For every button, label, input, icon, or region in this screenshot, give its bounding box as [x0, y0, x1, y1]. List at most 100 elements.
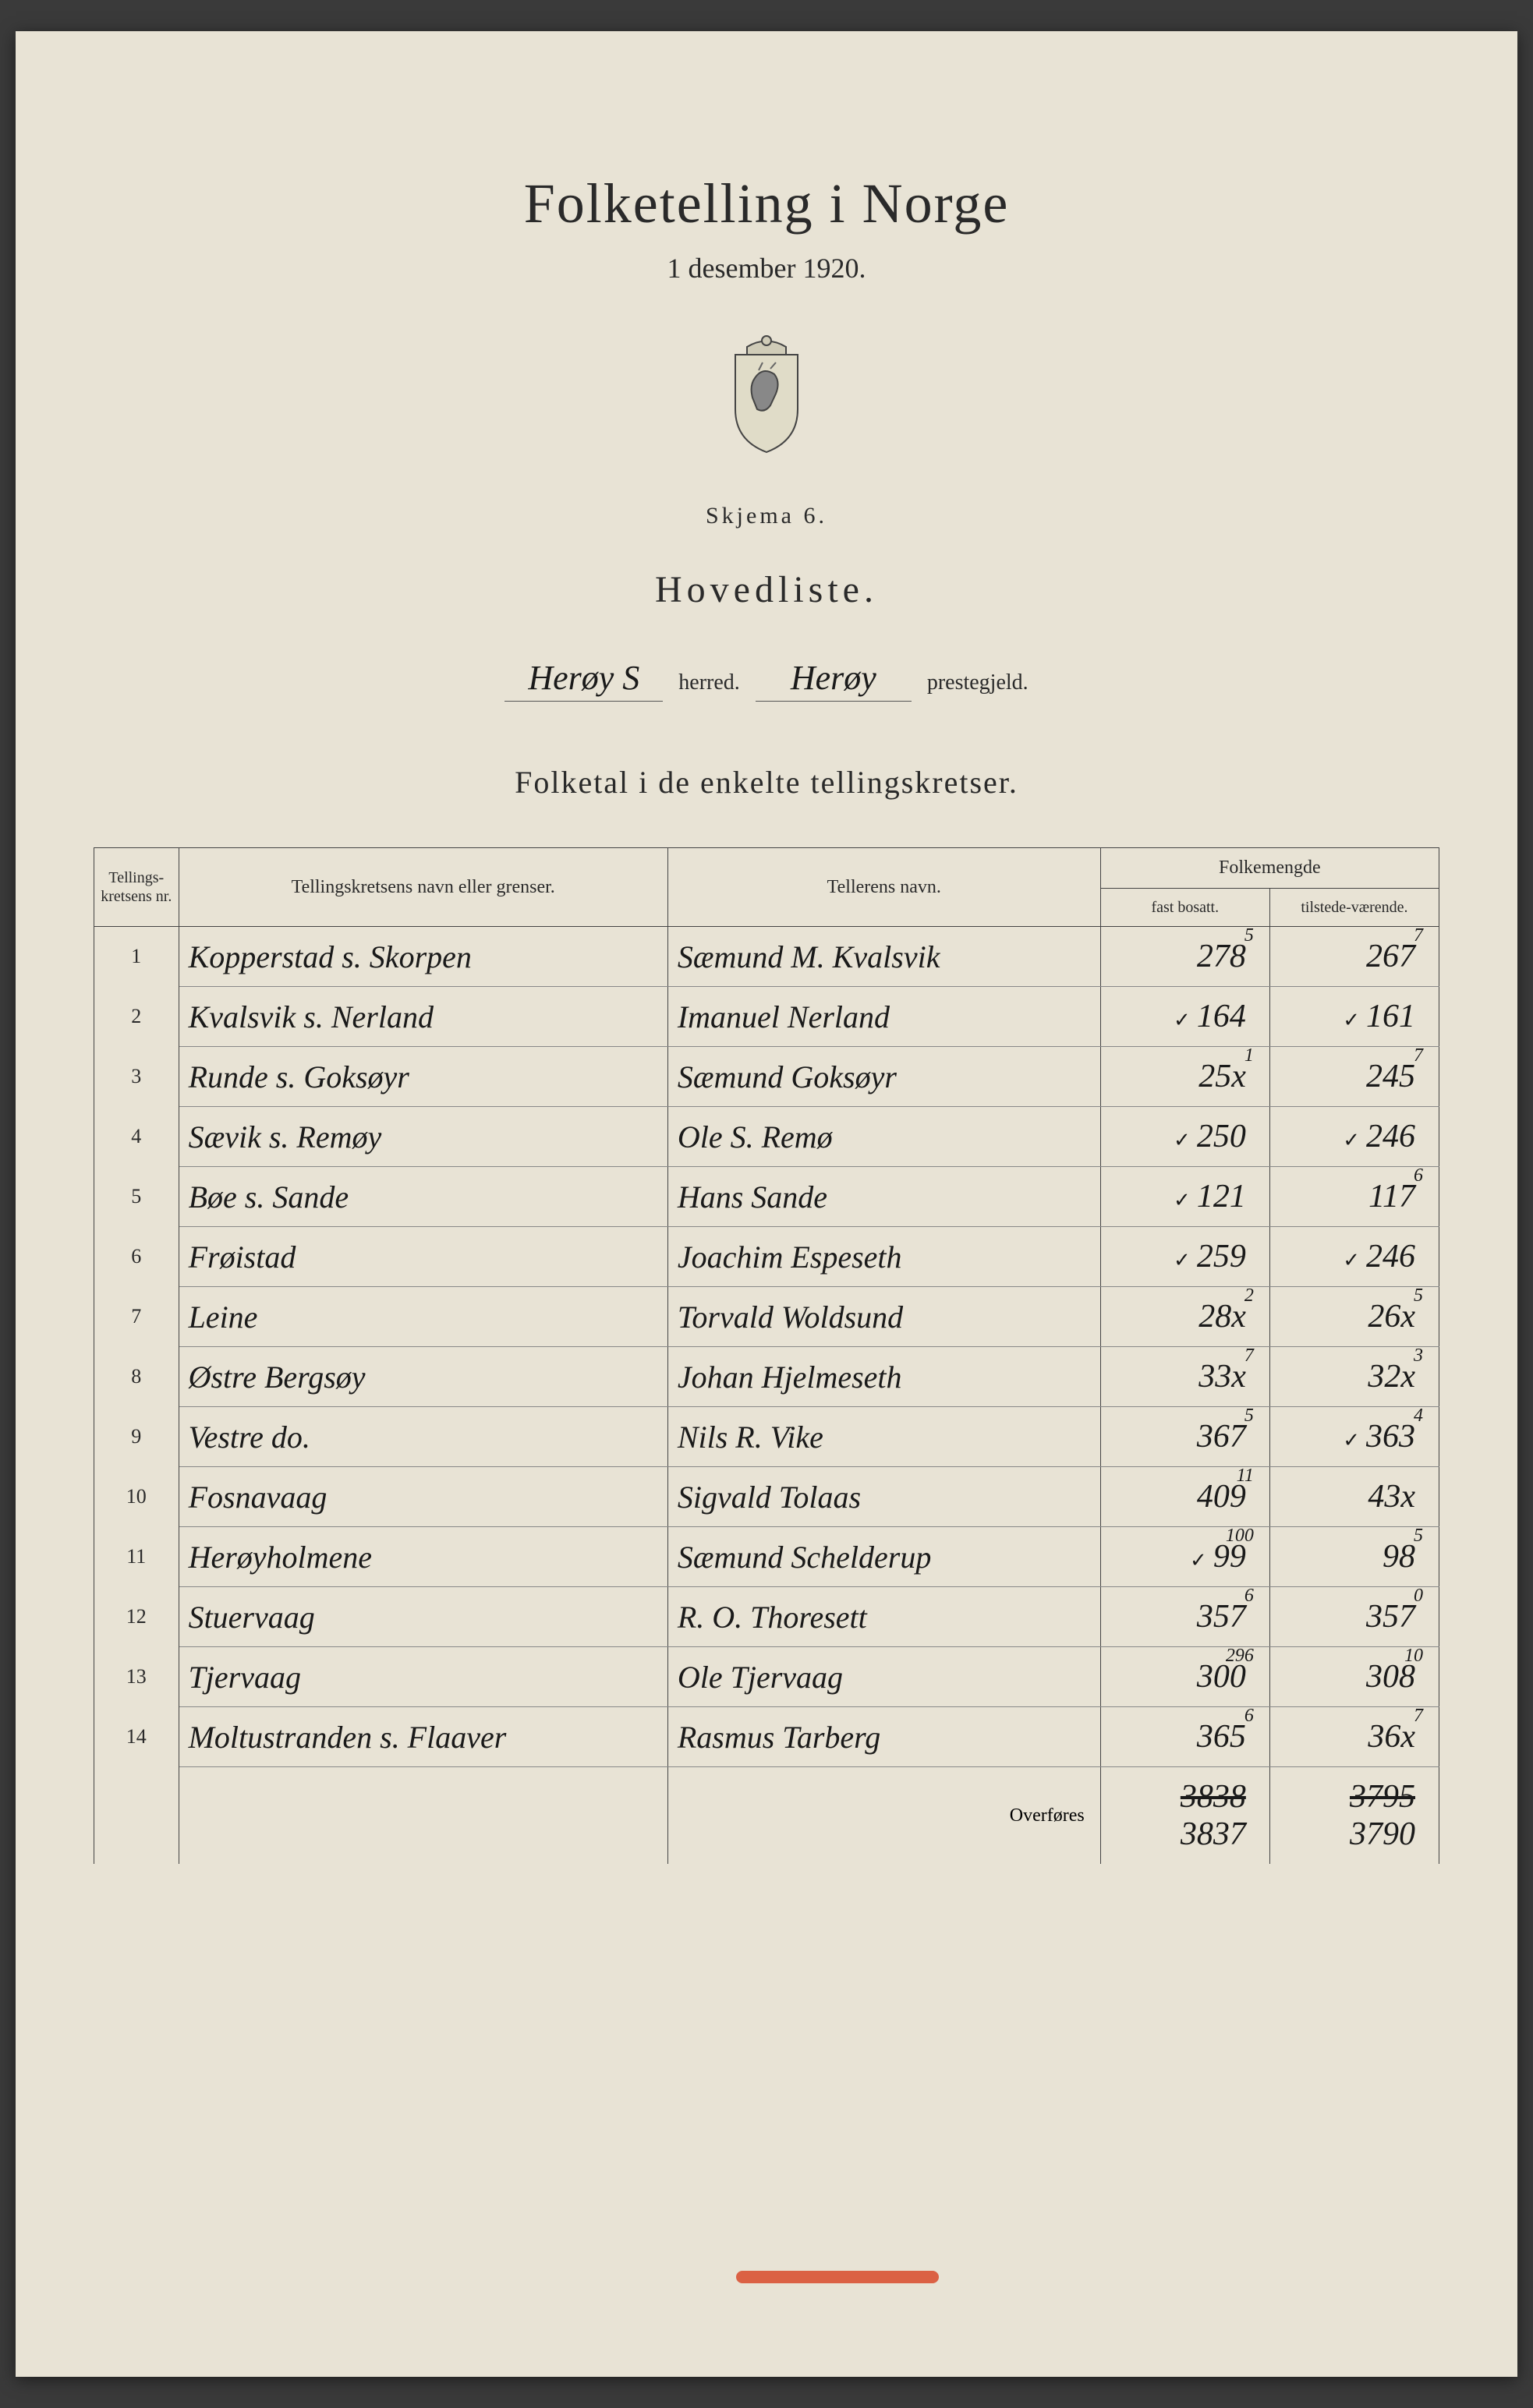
row-teller: R. O. Thoresett [667, 1587, 1100, 1647]
document-page: Folketelling i Norge 1 desember 1920. Sk… [16, 31, 1517, 2377]
schema-label: Skjema 6. [94, 503, 1439, 529]
row-nr: 7 [94, 1287, 179, 1347]
row-tilstede: 246 [1269, 1107, 1439, 1167]
correction: 5 [1244, 1406, 1254, 1427]
row-teller: Sæmund M. Kvalsvik [667, 927, 1100, 987]
row-bosatt: 3656 [1100, 1707, 1269, 1767]
row-bosatt: 3675 [1100, 1407, 1269, 1467]
row-bosatt: 33x7 [1100, 1347, 1269, 1407]
table-header: Tellings-kretsens nr. Tellingskretsens n… [94, 848, 1439, 927]
row-teller: Imanuel Nerland [667, 987, 1100, 1047]
row-nr: 6 [94, 1227, 179, 1287]
row-krets: Moltustranden s. Flaaver [179, 1707, 667, 1767]
table-row: 6FrøistadJoachim Espeseth259246 [94, 1227, 1439, 1287]
row-teller: Ole S. Remø [667, 1107, 1100, 1167]
location-line: Herøy S herred. Herøy prestegjeld. [94, 658, 1439, 702]
row-tilstede: 43x [1269, 1467, 1439, 1527]
correction: 7 [1244, 1345, 1254, 1367]
row-teller: Sigvald Tolaas [667, 1467, 1100, 1527]
row-nr: 11 [94, 1527, 179, 1587]
row-krets: Østre Bergsøy [179, 1347, 667, 1407]
row-nr: 8 [94, 1347, 179, 1407]
row-bosatt: 300296 [1100, 1647, 1269, 1707]
correction: 0 [1414, 1586, 1423, 1607]
table-row: 5Bøe s. SandeHans Sande1211176 [94, 1167, 1439, 1227]
correction: 4 [1414, 1406, 1423, 1427]
row-teller: Torvald Woldsund [667, 1287, 1100, 1347]
row-tilstede: 36x7 [1269, 1707, 1439, 1767]
row-bosatt: 99100 [1100, 1527, 1269, 1587]
row-krets: Runde s. Goksøyr [179, 1047, 667, 1107]
overfores-label: Overføres [667, 1767, 1100, 1865]
row-teller: Johan Hjelmeseth [667, 1347, 1100, 1407]
table-row: 14Moltustranden s. FlaaverRasmus Tarberg… [94, 1707, 1439, 1767]
row-tilstede: 246 [1269, 1227, 1439, 1287]
table-title: Folketal i de enkelte tellingskretser. [94, 764, 1439, 801]
correction: 6 [1414, 1165, 1423, 1186]
row-teller: Hans Sande [667, 1167, 1100, 1227]
row-krets: Vestre do. [179, 1407, 667, 1467]
correction: 5 [1414, 1526, 1423, 1547]
table-row: 1Kopperstad s. SkorpenSæmund M. Kvalsvik… [94, 927, 1439, 987]
col-nr: Tellings-kretsens nr. [94, 848, 179, 927]
prestegjeld-value: Herøy [756, 658, 912, 702]
correction: 5 [1414, 1285, 1423, 1307]
row-bosatt: 25x1 [1100, 1047, 1269, 1107]
row-krets: Leine [179, 1287, 667, 1347]
total-tilstede: 3795 3790 [1269, 1767, 1439, 1865]
col-teller: Tellerens navn. [667, 848, 1100, 927]
correction: 296 [1226, 1646, 1254, 1667]
census-table: Tellings-kretsens nr. Tellingskretsens n… [94, 847, 1439, 1864]
row-tilstede: 32x3 [1269, 1347, 1439, 1407]
herred-label: herred. [678, 670, 740, 695]
total-bosatt: 3838 3837 [1100, 1767, 1269, 1865]
row-krets: Kvalsvik s. Nerland [179, 987, 667, 1047]
correction: 5 [1244, 925, 1254, 946]
table-row: 9Vestre do.Nils R. Vike36753634 [94, 1407, 1439, 1467]
correction: 1 [1244, 1045, 1254, 1066]
table-row: 12StuervaagR. O. Thoresett35763570 [94, 1587, 1439, 1647]
row-nr: 14 [94, 1707, 179, 1767]
table-row: 8Østre BergsøyJohan Hjelmeseth33x732x3 [94, 1347, 1439, 1407]
row-tilstede: 1176 [1269, 1167, 1439, 1227]
table-row: 13TjervaagOle Tjervaag30029630810 [94, 1647, 1439, 1707]
row-tilstede: 2457 [1269, 1047, 1439, 1107]
row-krets: Fosnavaag [179, 1467, 667, 1527]
prestegjeld-label: prestegjeld. [927, 670, 1028, 695]
col-krets: Tellingskretsens navn eller grenser. [179, 848, 667, 927]
table-row: 10FosnavaagSigvald Tolaas4091143x [94, 1467, 1439, 1527]
date-line: 1 desember 1920. [94, 252, 1439, 285]
table-body: 1Kopperstad s. SkorpenSæmund M. Kvalsvik… [94, 927, 1439, 1767]
row-bosatt: 3576 [1100, 1587, 1269, 1647]
table-footer: Overføres 3838 3837 3795 3790 [94, 1767, 1439, 1865]
row-nr: 5 [94, 1167, 179, 1227]
row-tilstede: 30810 [1269, 1647, 1439, 1707]
table-row: 4Sævik s. RemøyOle S. Remø250246 [94, 1107, 1439, 1167]
row-krets: Kopperstad s. Skorpen [179, 927, 667, 987]
correction: 3 [1414, 1345, 1423, 1367]
row-krets: Tjervaag [179, 1647, 667, 1707]
table-row: 2Kvalsvik s. NerlandImanuel Nerland16416… [94, 987, 1439, 1047]
correction: 6 [1244, 1586, 1254, 1607]
row-teller: Nils R. Vike [667, 1407, 1100, 1467]
row-bosatt: 40911 [1100, 1467, 1269, 1527]
document-header: Folketelling i Norge 1 desember 1920. Sk… [94, 171, 1439, 801]
row-krets: Bøe s. Sande [179, 1167, 667, 1227]
row-nr: 13 [94, 1647, 179, 1707]
row-krets: Stuervaag [179, 1587, 667, 1647]
row-nr: 9 [94, 1407, 179, 1467]
correction: 11 [1237, 1466, 1254, 1487]
correction: 2 [1244, 1285, 1254, 1307]
table-row: 3Runde s. GoksøyrSæmund Goksøyr25x12457 [94, 1047, 1439, 1107]
correction: 100 [1226, 1526, 1254, 1547]
col-tilstede: tilstede-værende. [1269, 889, 1439, 927]
table-row: 7LeineTorvald Woldsund28x226x5 [94, 1287, 1439, 1347]
row-nr: 4 [94, 1107, 179, 1167]
row-tilstede: 2677 [1269, 927, 1439, 987]
correction: 7 [1414, 1706, 1423, 1727]
table-row: 11HerøyholmeneSæmund Schelderup99100985 [94, 1527, 1439, 1587]
row-nr: 1 [94, 927, 179, 987]
row-nr: 2 [94, 987, 179, 1047]
row-teller: Joachim Espeseth [667, 1227, 1100, 1287]
red-underline-mark [736, 2271, 939, 2283]
